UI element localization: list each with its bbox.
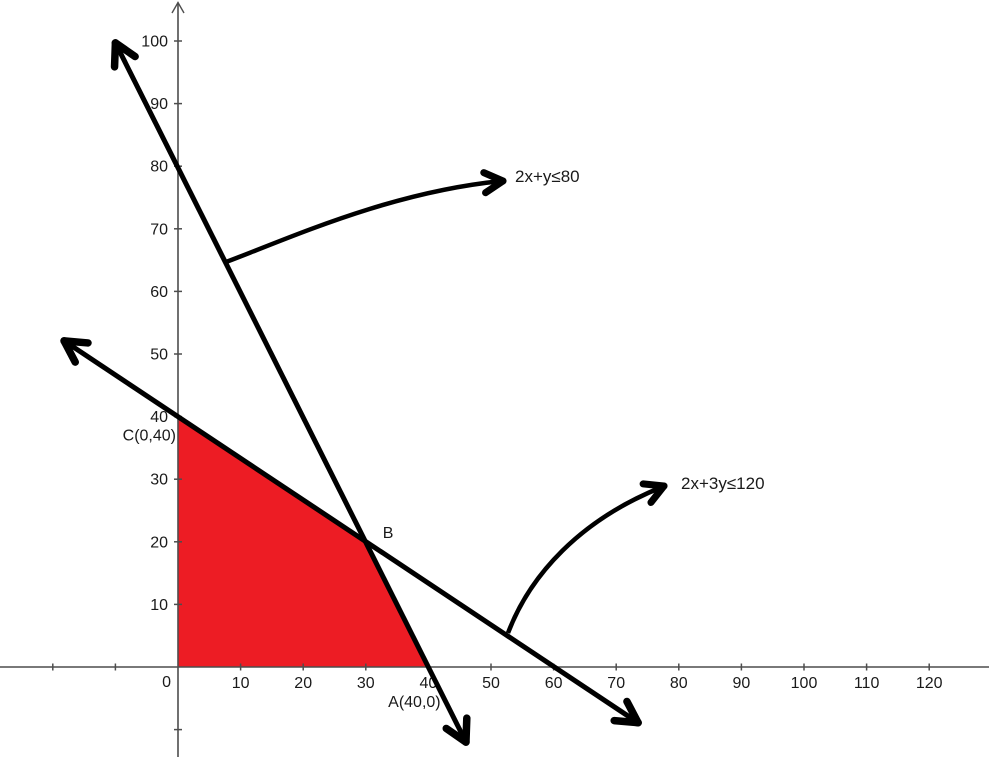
x-tick-label: 110 [854, 675, 880, 692]
point-label-C: C(0,40) [123, 428, 176, 445]
y-tick-label: 20 [150, 534, 168, 551]
y-tick-label: 40 [150, 409, 168, 426]
annotation-arrowhead-icon [480, 169, 507, 185]
y-tick-label: 70 [150, 221, 168, 238]
y-tick-label: 60 [150, 284, 168, 301]
annotation-arrow [505, 484, 663, 634]
constraint-line-1 [113, 41, 469, 744]
y-tick-label: 30 [150, 472, 168, 489]
x-tick-label: 100 [791, 675, 818, 692]
annotation-label: 2x+y≤80 [515, 167, 580, 186]
y-tick-label: 10 [150, 597, 168, 614]
y-axis-arrow-icon [171, 1, 185, 14]
x-tick-label: 80 [670, 675, 688, 692]
y-tick-label: 80 [150, 159, 168, 176]
point-label-B: B [383, 525, 394, 542]
y-tick-label: 90 [150, 96, 168, 113]
feasible-region [178, 416, 429, 667]
x-tick-label: 60 [545, 675, 563, 692]
point-label-A: A(40,0) [388, 694, 440, 711]
line-arrowhead-icon [462, 714, 471, 746]
x-tick-label: 50 [482, 675, 500, 692]
annotation-label: 2x+3y≤120 [681, 474, 765, 493]
origin-label: 0 [162, 674, 171, 691]
y-tick-label: 100 [141, 34, 168, 51]
y-tick-label: 50 [150, 347, 168, 364]
x-tick-label: 90 [733, 675, 751, 692]
x-tick-label: 10 [232, 675, 250, 692]
line-arrowhead-icon [60, 337, 79, 366]
constraint-line-2 [62, 338, 640, 725]
x-tick-label: 30 [357, 675, 375, 692]
line-arrowhead-icon [623, 697, 642, 727]
x-tick-label: 120 [916, 675, 943, 692]
x-tick-label: 70 [607, 675, 625, 692]
annotation-arrow [225, 178, 503, 265]
line-arrowhead-icon [110, 39, 120, 71]
x-tick-label: 20 [294, 675, 312, 692]
annotation-arrowhead-icon [639, 480, 668, 490]
